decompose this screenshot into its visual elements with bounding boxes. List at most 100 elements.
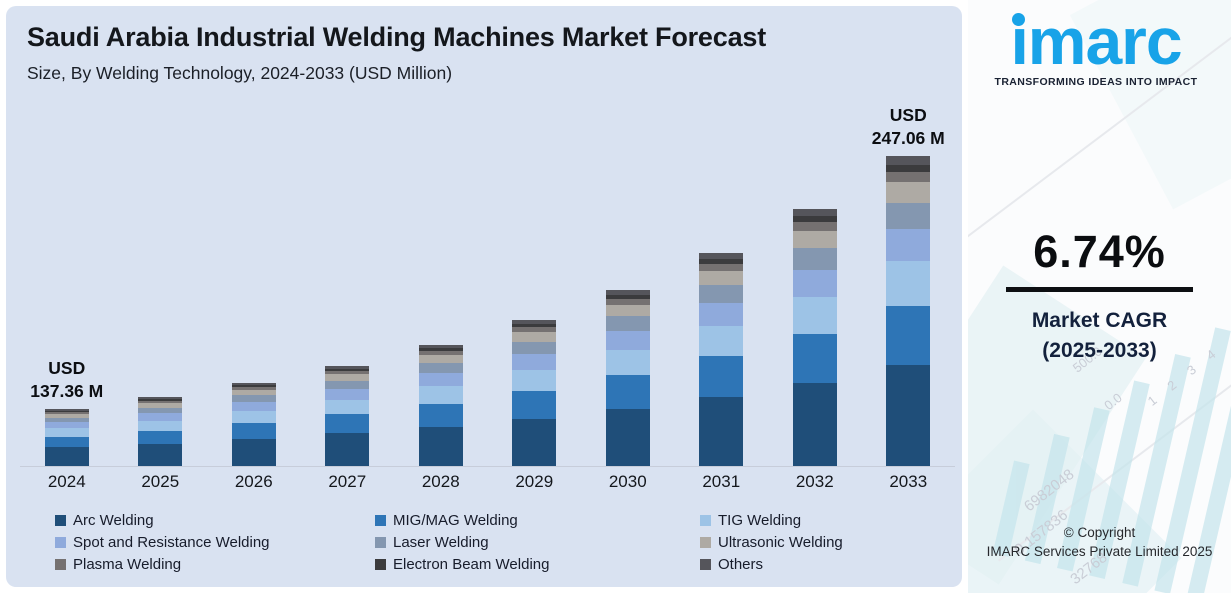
x-axis-label: 2028: [421, 472, 460, 491]
bar-value-label: USD 137.36 M: [30, 357, 103, 403]
bar-segment-laser-welding: [231, 395, 276, 403]
bar-segment-laser-welding: [512, 341, 557, 355]
bar-segment-arc-welding: [231, 439, 276, 466]
stacked-bar-2025: [138, 397, 183, 466]
cagr-label-line1: Market CAGR: [1031, 309, 1168, 332]
stacked-bar-2032: [792, 209, 837, 466]
stacked-bar-2031: [699, 253, 744, 466]
bar-segment-ultrasonic-welding: [605, 304, 650, 317]
bar-segment-tig-welding: [138, 420, 183, 431]
cagr-block: 6.74% Market CAGR (2025-2033): [968, 226, 1231, 367]
chart-subtitle: Size, By Welding Technology, 2024-2033 (…: [27, 63, 453, 83]
bar-segment-ultrasonic-welding: [512, 332, 557, 342]
x-axis: 2024 2025 2026 2027 2028 2029 2030 2031 2032 2033: [20, 472, 955, 492]
legend-swatch-tig-welding: [700, 514, 711, 526]
bar-segment-ultrasonic-welding: [699, 271, 744, 286]
bar-segment-tig-welding: [605, 349, 650, 376]
bar-segment-spot-and-resistance-welding: [138, 413, 183, 421]
imarc-tagline: TRANSFORMING IDEAS INTO IMPACT: [994, 75, 1198, 88]
bar-segment-tig-welding: [792, 296, 837, 334]
bar-segment-spot-and-resistance-welding: [231, 402, 276, 412]
x-axis-label: 2032: [795, 472, 834, 491]
legend-label: Others: [718, 555, 764, 573]
bar-segment-plasma-welding: [418, 351, 463, 356]
stacked-bar-2024: [44, 409, 89, 466]
bar-segment-plasma-welding: [231, 387, 276, 391]
bar-segment-others: [792, 209, 837, 217]
chart-title: Saudi Arabia Industrial Welding Machines…: [27, 22, 766, 52]
bar-segment-ultrasonic-welding: [44, 413, 89, 418]
bar-segment-electron-beam-welding: [231, 385, 276, 388]
bar-segment-others: [44, 409, 89, 411]
x-axis-label: 2031: [702, 472, 741, 491]
bar-segment-others: [231, 383, 276, 386]
bar-segment-mig-mag-welding: [418, 403, 463, 427]
bar-segment-mig-mag-welding: [792, 333, 837, 383]
bar-segment-plasma-welding: [44, 411, 89, 414]
bar-segment-ultrasonic-welding: [231, 390, 276, 396]
bar-segment-laser-welding: [886, 202, 931, 229]
bar-segment-mig-mag-welding: [138, 430, 183, 444]
bar-segment-tig-welding: [418, 386, 463, 404]
bar-slot: [488, 6, 582, 466]
x-axis-label: 2033: [889, 472, 928, 491]
bar-segment-mig-mag-welding: [605, 375, 650, 409]
x-axis-label: 2030: [608, 472, 647, 491]
bar-slot: [581, 6, 675, 466]
brand-panel: 500.0 0.0 1 2 3 4 6982048 0.157836 32768…: [968, 0, 1231, 593]
bar-segment-others: [886, 156, 931, 165]
bar-segment-laser-welding: [792, 247, 837, 270]
copyright: © Copyright IMARC Services Private Limit…: [968, 524, 1231, 562]
bar-segment-electron-beam-welding: [44, 410, 89, 412]
bar-segment-others: [512, 320, 557, 325]
legend-item-plasma-welding: Plasma Welding: [55, 556, 375, 573]
bar-segment-laser-welding: [418, 363, 463, 374]
legend-label: MIG/MAG Welding: [393, 511, 518, 529]
bar-segment-tig-welding: [886, 261, 931, 307]
bar-slot: [768, 6, 862, 466]
bar-value-label-line: 137.36 M: [30, 380, 104, 401]
bar-value-label-line: USD: [889, 104, 927, 125]
legend-item-spot-and-resistance-welding: Spot and Resistance Welding: [55, 534, 375, 551]
bar-segment-laser-welding: [605, 316, 650, 332]
cagr-underline: [1006, 287, 1193, 292]
bar-segment-others: [699, 253, 744, 260]
legend-label: Electron Beam Welding: [393, 555, 550, 573]
stacked-bar-2027: [325, 365, 370, 466]
bar-value-label-line: USD: [48, 357, 86, 378]
bar-segment-ultrasonic-welding: [418, 355, 463, 364]
bar-segment-tig-welding: [231, 411, 276, 424]
chart-legend: Arc Welding Spot and Resistance Welding Pl…: [55, 509, 843, 575]
copyright-line1: © Copyright: [1063, 525, 1136, 540]
stacked-bar-2030: [605, 289, 650, 466]
bar-segment-mig-mag-welding: [699, 356, 744, 397]
bar-segment-tig-welding: [44, 428, 89, 437]
bar-segment-spot-and-resistance-welding: [792, 269, 837, 297]
bar-segment-tig-welding: [325, 399, 370, 415]
x-axis-label: 2029: [515, 472, 554, 491]
x-axis-label: 2026: [234, 472, 273, 491]
bar-segment-spot-and-resistance-welding: [44, 422, 89, 429]
legend-swatch-laser-welding: [375, 536, 386, 548]
legend-swatch-others: [700, 558, 711, 570]
bar-segment-arc-welding: [605, 408, 650, 466]
x-axis-label: 2024: [47, 472, 86, 491]
bar-segment-arc-welding: [886, 365, 931, 466]
bar-segment-mig-mag-welding: [231, 423, 276, 440]
bar-segment-ultrasonic-welding: [792, 231, 837, 248]
bar-segment-ultrasonic-welding: [325, 374, 370, 381]
legend-item-tig-welding: TIG Welding: [700, 512, 843, 529]
bar-segment-arc-welding: [325, 433, 370, 466]
bar-segment-plasma-welding: [886, 171, 931, 183]
chart-panel: Saudi Arabia Industrial Welding Machines…: [6, 6, 962, 587]
bar-segment-spot-and-resistance-welding: [699, 303, 744, 326]
legend-swatch-mig-mag-welding: [375, 514, 386, 526]
bar-chart-plot: USD 137.36 M USD 247.06 M: [20, 6, 955, 467]
stacked-bar-2033: [886, 156, 931, 466]
bar-segment-others: [605, 289, 650, 295]
bar-segment-arc-welding: [512, 418, 557, 466]
bar-value-label: USD 247.06 M: [872, 104, 945, 150]
legend-label: Arc Welding: [73, 511, 154, 529]
bar-value-label-line: 247.06 M: [871, 127, 945, 148]
